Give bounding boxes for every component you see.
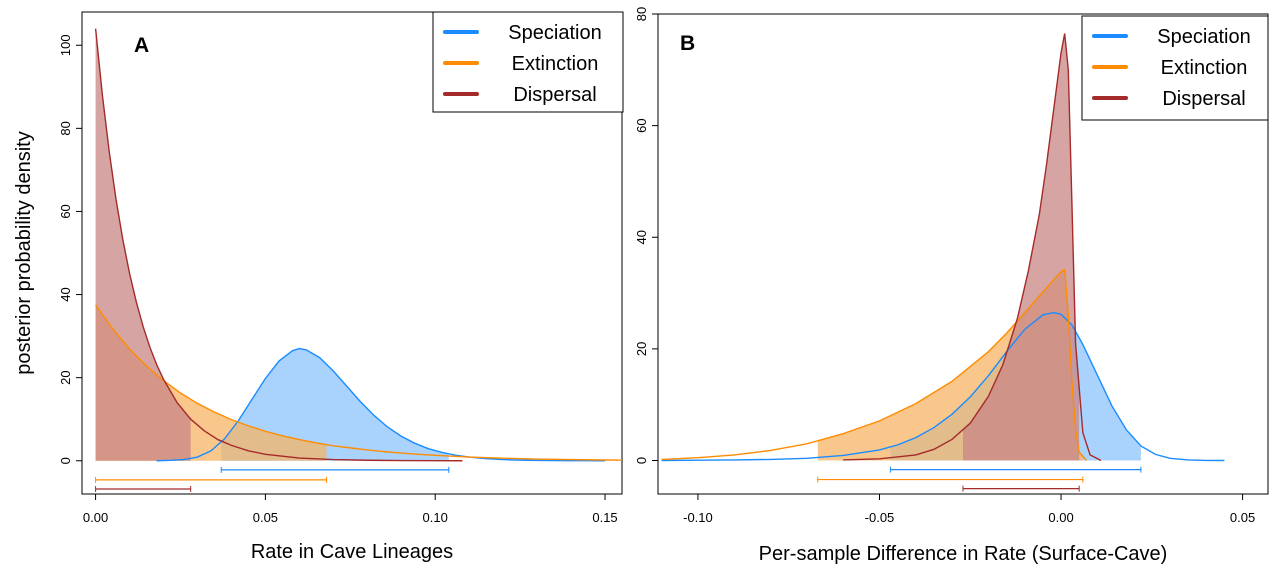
y-tick-label: 20 (634, 342, 649, 356)
density-line-speciation (156, 347, 606, 462)
panel-b-chart: -0.10 -0.05 0.00 0.05 0 20 40 60 80 Per-sample Di… (634, 7, 1269, 565)
hpd-area-dispersal (95, 28, 191, 461)
y-tick-label: 80 (634, 7, 649, 21)
x-tick-label: 0.10 (423, 510, 448, 525)
x-axis-title: Per-sample Difference in Rate (Surface-C… (759, 543, 1168, 565)
x-tick-label: 0.05 (253, 510, 278, 525)
x-tick-label: -0.05 (865, 510, 895, 525)
legend-label-dispersal: Dispersal (1162, 88, 1245, 110)
x-tick-label: -0.10 (683, 510, 713, 525)
density-line-speciation (661, 311, 1225, 462)
x-tick-label: 0.00 (1048, 510, 1073, 525)
y-tick-label: 60 (634, 118, 649, 132)
panel-letter: A (134, 34, 149, 57)
plot-frame (81, 11, 623, 495)
x-axis-title: Rate in Cave Lineages (251, 541, 453, 563)
y-tick-label: 0 (634, 457, 649, 464)
legend: Speciation Extinction Dispersal (432, 11, 624, 113)
legend-label-speciation: Speciation (1157, 26, 1250, 48)
y-tick-label: 40 (58, 287, 73, 301)
y-axis-title: posterior probability density (13, 131, 35, 374)
legend: Speciation Extinction Dispersal (1081, 15, 1269, 121)
y-tick-label: 40 (634, 230, 649, 244)
y-tick-label: 20 (58, 370, 73, 384)
panel-a-chart: 0.00 0.05 0.10 0.15 0 20 40 60 80 100 Rate in Cave… (13, 11, 624, 563)
legend-label-extinction: Extinction (512, 53, 599, 75)
y-tick-label: 100 (58, 34, 73, 56)
x-tick-label: 0.15 (592, 510, 617, 525)
legend-label-speciation: Speciation (508, 22, 601, 44)
y-tick-label: 0 (58, 457, 73, 464)
y-tick-label: 80 (58, 121, 73, 135)
hpd-area-speciation (221, 348, 449, 461)
y-tick-label: 60 (58, 204, 73, 218)
density-line-dispersal (94, 28, 463, 462)
plot-frame (657, 13, 1269, 495)
density-line-extinction (95, 304, 623, 461)
panel-letter: B (680, 32, 695, 55)
legend-label-dispersal: Dispersal (513, 84, 596, 106)
density-line-extinction (661, 268, 1087, 461)
x-tick-label: 0.05 (1230, 510, 1255, 525)
x-tick-label: 0.00 (83, 510, 108, 525)
density-line-dispersal (843, 33, 1102, 462)
legend-label-extinction: Extinction (1161, 57, 1248, 79)
